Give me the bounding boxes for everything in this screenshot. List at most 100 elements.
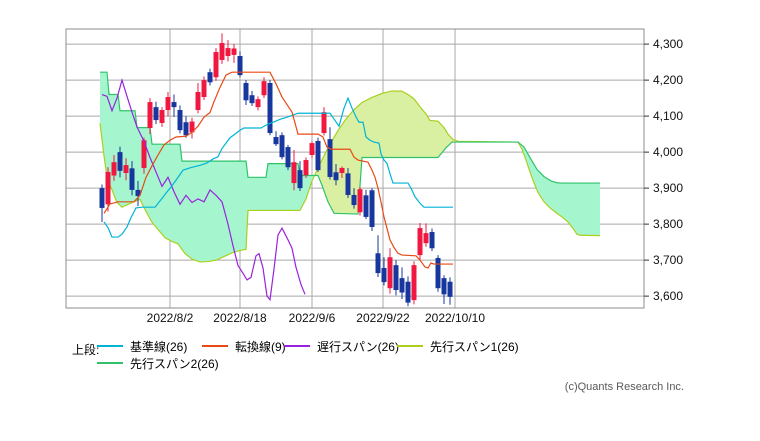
- legend-label: 転換線(9): [235, 339, 286, 354]
- ichimoku-cloud: [316, 90, 520, 215]
- up-candle: [165, 97, 171, 110]
- legend-item: 先行スパン1(26): [397, 339, 519, 354]
- up-candle: [291, 162, 297, 184]
- down-candle: [273, 137, 279, 145]
- up-candle: [213, 52, 219, 78]
- up-candle: [195, 92, 201, 110]
- down-candle: [363, 195, 369, 217]
- chikou-line: [101, 77, 306, 302]
- up-candle: [219, 43, 225, 60]
- legend-label: 先行スパン2(26): [130, 356, 219, 371]
- legend-line-swatch: [284, 345, 310, 347]
- legend-line-swatch: [397, 345, 423, 347]
- down-candle: [117, 152, 123, 171]
- down-candle: [135, 189, 141, 197]
- down-candle: [381, 268, 387, 283]
- x-axis-label: 2022/10/10: [425, 311, 485, 325]
- down-candle: [129, 168, 135, 190]
- y-axis-label: 3,600: [653, 289, 683, 303]
- down-candle: [243, 83, 249, 101]
- plot-border: [65, 28, 645, 309]
- up-candle: [201, 80, 207, 98]
- down-candle: [183, 122, 189, 136]
- price-chart: 4,300 4,200 4,100 4,000 3,900 3,800 3,700 3,600…: [65, 28, 683, 325]
- down-candle: [333, 172, 339, 181]
- up-candle: [261, 81, 267, 96]
- down-candle: [249, 95, 255, 104]
- up-candle: [225, 48, 231, 56]
- legend-section-label: 上段:: [72, 343, 100, 357]
- up-candle: [417, 228, 423, 256]
- down-candle: [153, 107, 159, 121]
- legend-item: 先行スパン2(26): [97, 356, 219, 371]
- up-candle: [159, 110, 165, 123]
- legend-item: 基準線(26): [97, 339, 188, 354]
- y-axis-label: 4,100: [653, 109, 683, 123]
- up-candle: [231, 48, 237, 55]
- y-axis-label: 3,900: [653, 181, 683, 195]
- down-candle: [429, 232, 435, 249]
- down-candle: [171, 102, 177, 108]
- down-candle: [297, 170, 303, 189]
- x-axis-label: 2022/9/22: [356, 311, 410, 325]
- y-axis-label: 3,800: [653, 217, 683, 231]
- y-axis-label: 3,700: [653, 253, 683, 267]
- tenkan-line: [103, 71, 453, 269]
- down-candle: [369, 190, 375, 227]
- down-candle: [441, 278, 447, 295]
- kijun-line: [103, 96, 453, 238]
- down-candle: [177, 110, 183, 131]
- legend-line-swatch: [97, 345, 123, 347]
- down-candle: [237, 56, 243, 76]
- up-candle: [147, 102, 153, 128]
- legend-item: 遅行スパン(26): [284, 339, 399, 354]
- span1-line: [99, 90, 601, 263]
- up-candle: [423, 233, 429, 244]
- up-candle: [387, 257, 393, 289]
- down-candle: [327, 139, 333, 177]
- down-candle: [435, 257, 441, 289]
- legend-label: 基準線(26): [130, 339, 188, 354]
- down-candle: [393, 265, 399, 290]
- copyright-text: (c)Quants Research Inc.: [564, 381, 684, 393]
- legend-label: 先行スパン1(26): [430, 339, 519, 354]
- up-candle: [255, 99, 261, 108]
- up-candle: [123, 165, 129, 173]
- x-axis-label: 2022/9/6: [289, 311, 336, 325]
- legend-line-swatch: [202, 345, 228, 347]
- y-axis-label: 4,300: [653, 37, 683, 51]
- up-candle: [411, 265, 417, 301]
- down-candle: [351, 194, 357, 206]
- down-candle: [447, 281, 453, 297]
- legend: 上段: 基準線(26) 転換線(9) 遅行スパン(26) 先行スパン1(26) 先行スパ…: [64, 329, 696, 378]
- ichimoku-cloud: [520, 143, 600, 236]
- up-candle: [339, 167, 345, 173]
- legend-line-swatch: [97, 362, 123, 364]
- up-candle: [141, 140, 147, 168]
- up-candle: [309, 143, 315, 155]
- up-candle: [105, 171, 111, 205]
- down-candle: [207, 72, 213, 83]
- down-candle: [285, 147, 291, 168]
- up-candle: [111, 162, 117, 176]
- span2-line: [100, 71, 600, 215]
- down-candle: [99, 188, 105, 208]
- up-candle: [189, 121, 195, 133]
- y-axis-label: 4,200: [653, 73, 683, 87]
- candlestick-series: [99, 33, 453, 307]
- y-axis-label: 4,000: [653, 145, 683, 159]
- legend-label: 遅行スパン(26): [317, 339, 399, 354]
- down-candle: [405, 281, 411, 303]
- down-candle: [267, 83, 273, 134]
- down-candle: [315, 140, 321, 171]
- x-axis-label: 2022/8/2: [147, 311, 194, 325]
- up-candle: [321, 112, 327, 134]
- ichimoku-cloud: [100, 72, 316, 262]
- up-candle: [303, 160, 309, 176]
- x-axis-label: 2022/8/18: [213, 311, 267, 325]
- legend-item: 転換線(9): [202, 339, 286, 354]
- down-candle: [375, 253, 381, 274]
- up-candle: [357, 189, 363, 213]
- down-candle: [279, 135, 285, 158]
